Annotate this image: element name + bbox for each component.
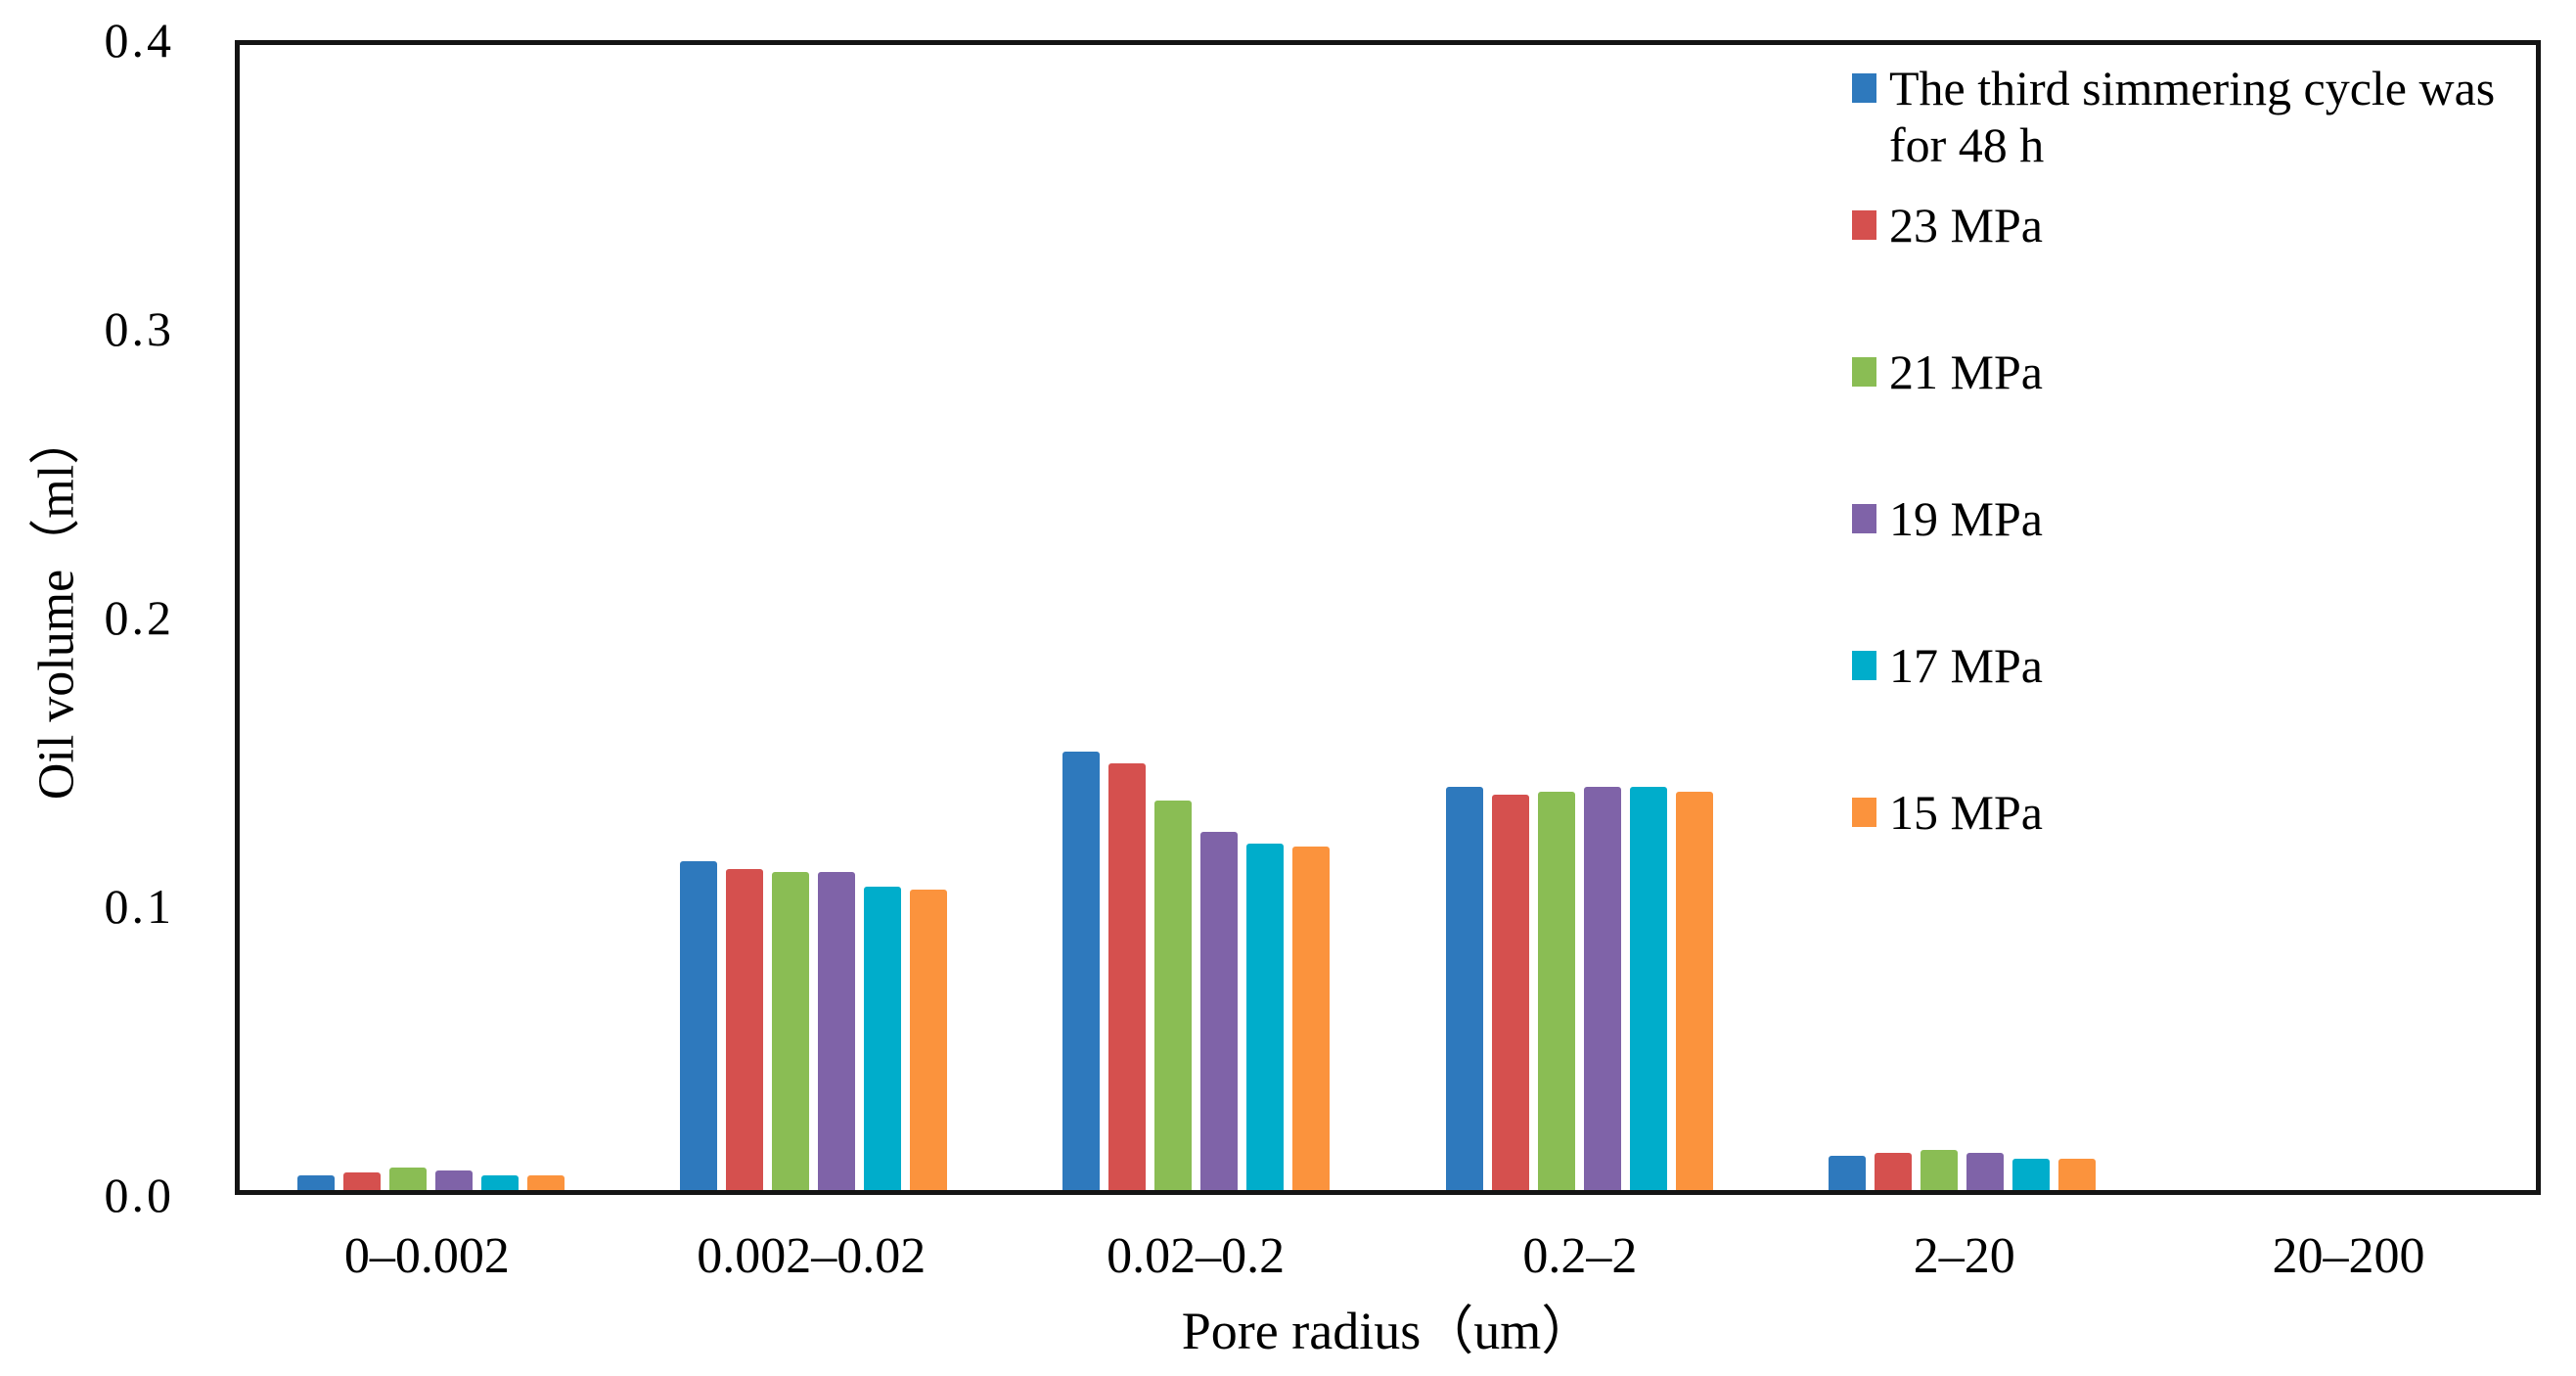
bar <box>772 872 810 1190</box>
legend-label: 21 MPa <box>1889 344 2043 399</box>
y-tick-label: 0.4 <box>104 13 174 68</box>
legend-swatch-icon <box>1852 210 1876 240</box>
bar <box>343 1172 382 1190</box>
y-tick-label: 0.3 <box>104 301 174 356</box>
bar <box>1154 801 1193 1190</box>
bar <box>910 889 948 1190</box>
y-tick-label: 0.0 <box>104 1168 174 1222</box>
bar <box>2057 1158 2096 1190</box>
legend-item: 19 MPa <box>1852 490 2537 547</box>
legend-swatch-icon <box>1852 798 1876 827</box>
legend-swatch-icon <box>1852 357 1876 387</box>
bar <box>2011 1158 2050 1190</box>
bar <box>1445 786 1483 1190</box>
bar <box>1828 1155 1866 1190</box>
legend-swatch-icon <box>1852 504 1876 533</box>
x-tick-label: 2–20 <box>1913 1228 2015 1284</box>
bar <box>1108 763 1147 1190</box>
bar <box>1874 1152 1912 1190</box>
plot-area: The third simmering cycle was for 48 h 23… <box>235 40 2541 1195</box>
bar <box>1200 832 1239 1190</box>
bar <box>527 1175 565 1190</box>
bar-groups <box>240 45 2536 1190</box>
bar-group <box>1388 45 1771 1190</box>
legend-label: 19 MPa <box>1889 491 2043 546</box>
bar-group <box>1771 45 2153 1190</box>
bar <box>1629 786 1667 1190</box>
bar <box>1675 792 1713 1190</box>
x-tick-label: 0.2–2 <box>1522 1228 1638 1284</box>
bar <box>818 872 856 1190</box>
x-tick-label: 0.002–0.02 <box>697 1228 926 1284</box>
legend-item: 23 MPa <box>1852 197 2537 253</box>
bar-group <box>240 45 622 1190</box>
bar <box>1062 752 1101 1190</box>
bar <box>1920 1150 1958 1190</box>
bar <box>435 1170 474 1190</box>
x-tick-label: 0.02–0.2 <box>1107 1228 1286 1284</box>
x-axis-title: Pore radius（um） <box>1181 1302 1595 1360</box>
bar <box>1537 792 1575 1190</box>
bar <box>481 1175 520 1190</box>
bar <box>680 860 718 1190</box>
bar <box>1246 844 1285 1190</box>
legend-swatch-icon <box>1852 651 1876 680</box>
legend-label: The third simmering cycle was for 48 h <box>1889 61 2496 172</box>
bar <box>1583 786 1621 1190</box>
legend-item: 15 MPa <box>1852 784 2537 841</box>
bar <box>1491 795 1529 1190</box>
bar <box>864 886 902 1190</box>
bar <box>1292 847 1331 1190</box>
bar <box>389 1167 428 1190</box>
bar-group <box>1005 45 1387 1190</box>
legend-item: 17 MPa <box>1852 637 2537 694</box>
legend-label: 17 MPa <box>1889 638 2043 693</box>
bar-group <box>622 45 1005 1190</box>
legend-label: 15 MPa <box>1889 785 2043 840</box>
legend-item: 21 MPa <box>1852 344 2537 400</box>
y-tick-label: 0.1 <box>104 879 174 934</box>
legend-swatch-icon <box>1852 73 1876 103</box>
bar <box>1966 1152 2004 1190</box>
legend-label: 23 MPa <box>1889 198 2043 252</box>
x-tick-label: 0–0.002 <box>343 1228 510 1284</box>
x-axis-tick-labels: 0–0.002 0.002–0.02 0.02–0.2 0.2–2 2–20 20–200 <box>235 1225 2541 1288</box>
bar <box>297 1175 336 1190</box>
y-tick-label: 0.2 <box>104 590 174 645</box>
legend-item: The third simmering cycle was for 48 h <box>1852 60 2537 173</box>
legend: The third simmering cycle was for 48 h 23… <box>1852 60 2537 931</box>
x-tick-label: 20–200 <box>2272 1228 2425 1284</box>
bar <box>726 869 764 1190</box>
